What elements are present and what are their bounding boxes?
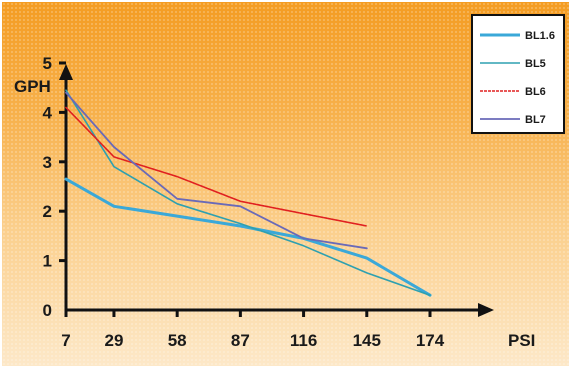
y-tick-label: 5 [43, 54, 52, 73]
y-axis-label: GPH [14, 77, 51, 96]
chart-panel: 0 1 2 3 4 5 7 29 58 87 116 145 174 GPH PSI BL1.6 BL5 B… [2, 2, 569, 366]
y-tick-label: 3 [43, 153, 52, 172]
series-lines [64, 89, 432, 297]
series-line-bl5 [65, 89, 431, 297]
legend: BL1.6 BL5 BL6 BL7 [471, 14, 565, 134]
x-tick-label: 7 [61, 331, 70, 350]
y-tick-label: 2 [43, 202, 52, 221]
x-tick-label: 87 [231, 331, 250, 350]
x-tick-label: 58 [168, 331, 187, 350]
legend-label: BL1.6 [525, 30, 555, 42]
x-tick-label: 174 [416, 331, 445, 350]
legend-label: BL5 [525, 58, 546, 70]
series-line-bl6 [65, 106, 368, 227]
y-tick-label: 0 [43, 301, 52, 320]
legend-entries: BL1.6 BL5 BL6 BL7 [480, 30, 555, 126]
series-line-bl1-6 [64, 177, 432, 297]
x-tick-label: 116 [290, 331, 317, 350]
axes [59, 64, 494, 317]
x-tick-label: 145 [353, 331, 381, 350]
x-axis-arrowhead [478, 303, 494, 317]
axis-ticks: 0 1 2 3 4 5 7 29 58 87 116 145 174 [43, 54, 445, 350]
series-line-bl7 [65, 91, 368, 250]
y-tick-label: 4 [43, 103, 53, 122]
x-axis-label: PSI [508, 331, 535, 350]
x-tick-label: 29 [104, 331, 123, 350]
y-axis-arrowhead [59, 64, 73, 80]
legend-label: BL6 [525, 86, 546, 98]
y-tick-label: 1 [43, 252, 52, 271]
legend-label: BL7 [525, 114, 546, 126]
